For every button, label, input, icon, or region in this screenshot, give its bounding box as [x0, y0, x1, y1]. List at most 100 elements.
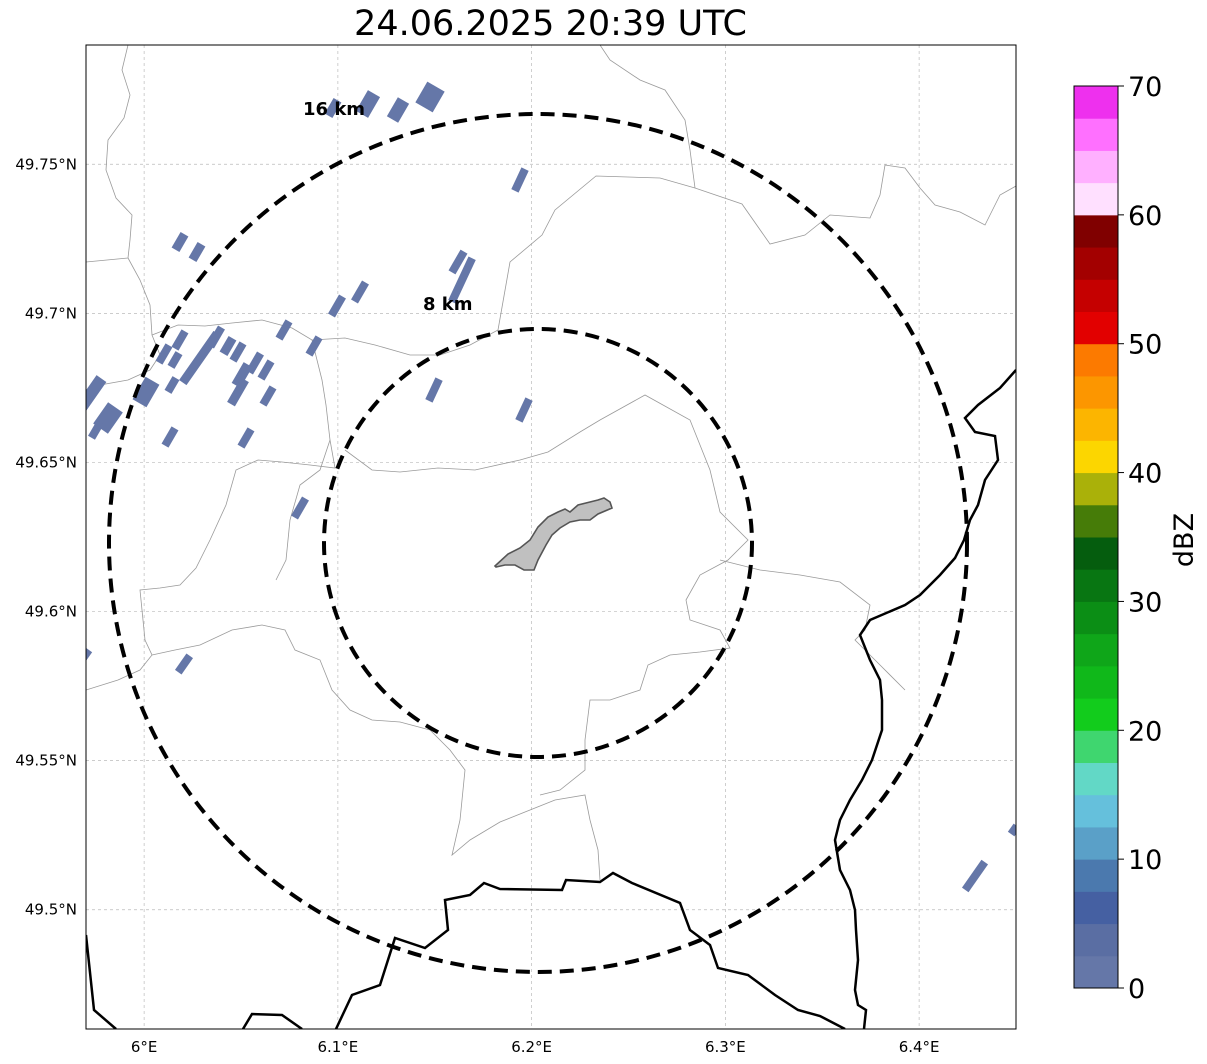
colorbar-segment: [1074, 343, 1118, 377]
colorbar-segment: [1074, 440, 1118, 474]
colorbar-segment: [1074, 891, 1118, 925]
echo-cell: [515, 397, 533, 423]
echo-cell: [1007, 823, 1016, 837]
colorbar-segment: [1074, 633, 1118, 667]
colorbar-segment: [1074, 859, 1118, 892]
lat-tick-label: 49.7°N: [25, 304, 77, 322]
echo-cell: [259, 385, 277, 407]
colorbar-segment: [1074, 762, 1118, 796]
echo-cell: [386, 97, 410, 123]
lat-tick-label: 49.75°N: [15, 155, 77, 173]
colorbar-segment: [1074, 472, 1118, 506]
echo-cell: [86, 375, 107, 415]
lon-tick-label: 6.1°E: [317, 1038, 358, 1056]
ring-label-16km: 16 km: [303, 99, 365, 120]
colorbar-segment: [1074, 698, 1118, 731]
range-ring-16km: [107, 112, 969, 974]
colorbar-label: dBZ: [1169, 513, 1200, 567]
echo-cell: [257, 359, 275, 381]
colorbar-segment: [1074, 826, 1118, 860]
echo-cell: [355, 90, 381, 118]
map-title: 24.06.2025 20:39 UTC: [354, 4, 747, 44]
colorbar-ticks: 0 10 20 30 40 50 60 70: [1118, 72, 1162, 1005]
echo-cell: [188, 241, 206, 263]
range-ring-8km: [322, 327, 754, 759]
colorbar-tick-label: 10: [1128, 845, 1162, 876]
echo-cell: [511, 167, 529, 193]
lon-tick-label: 6.4°E: [899, 1038, 940, 1056]
echo-cell: [167, 351, 183, 369]
colorbar-tick-label: 50: [1128, 330, 1162, 361]
echo-cell: [237, 427, 255, 449]
echo-cell: [291, 496, 309, 520]
colorbar-segment: [1074, 955, 1118, 989]
echo-cell: [415, 81, 445, 113]
echo-cell: [305, 335, 323, 357]
echo-cell: [351, 280, 369, 304]
colorbar-segment: [1074, 375, 1118, 409]
colorbar-tick-label: 20: [1128, 716, 1162, 747]
longitude-axis: 6°E 6.1°E 6.2°E 6.3°E 6.4°E: [131, 1038, 940, 1056]
lat-tick-label: 49.55°N: [15, 752, 77, 770]
city-area: [493, 497, 613, 571]
colorbar-tick-label: 40: [1128, 459, 1162, 490]
municipal-boundaries: [86, 45, 1016, 881]
lat-tick-label: 49.65°N: [15, 453, 77, 471]
colorbar-frame: [1073, 85, 1119, 989]
echo-cell: [164, 376, 180, 394]
lat-tick-label: 49.5°N: [25, 901, 77, 919]
colorbar-segment: [1074, 537, 1118, 570]
ring-label-8km: 8 km: [423, 294, 473, 315]
colorbar-tick-label: 70: [1128, 72, 1162, 103]
echo-cell: [132, 376, 160, 408]
echo-cell: [448, 249, 468, 275]
latitude-axis: 49.75°N 49.7°N 49.65°N 49.6°N 49.55°N 49.5°N: [15, 155, 77, 918]
echo-cell: [227, 377, 249, 407]
echo-cell: [229, 341, 247, 363]
colorbar-segment: [1074, 569, 1118, 602]
lat-tick-label: 49.6°N: [25, 603, 77, 621]
gridlines: [86, 45, 1016, 1029]
colorbar-segment: [1074, 311, 1118, 345]
echo-cell: [207, 325, 225, 349]
colorbar-segment: [1074, 182, 1118, 216]
echo-cell: [86, 647, 93, 661]
colorbar-segment: [1074, 794, 1118, 828]
echo-cell: [448, 256, 476, 304]
colorbar-segment: [1074, 279, 1118, 312]
echo-cell: [88, 420, 104, 440]
colorbar-segment: [1074, 730, 1118, 763]
echo-cell: [328, 294, 346, 318]
colorbar-segment: [1074, 601, 1118, 635]
echo-cell: [275, 319, 293, 341]
lon-tick-label: 6.2°E: [511, 1038, 552, 1056]
echo-cell: [161, 426, 179, 448]
colorbar-segment: [1074, 214, 1118, 248]
echo-cell: [324, 97, 342, 119]
colorbar-segment: [1074, 408, 1118, 441]
colorbar-tick-label: 0: [1128, 974, 1145, 1005]
echo-cell: [219, 335, 237, 357]
colorbar-segment: [1074, 923, 1118, 957]
colorbar-segment: [1074, 504, 1118, 538]
echo-cell: [231, 362, 253, 388]
colorbar-tick-label: 30: [1128, 587, 1162, 618]
radar-echoes: [86, 81, 1016, 893]
echo-cell: [961, 859, 989, 893]
colorbar-segment: [1074, 150, 1118, 184]
lon-tick-label: 6°E: [131, 1038, 158, 1056]
colorbar-segment: [1074, 118, 1118, 151]
lon-tick-label: 6.3°E: [705, 1038, 746, 1056]
colorbar-segment: [1074, 665, 1118, 699]
national-borders: [86, 369, 1016, 1029]
echo-cell: [171, 231, 189, 253]
colorbar: [1073, 85, 1119, 989]
plot-frame: [85, 44, 1017, 1030]
echo-cell: [425, 377, 443, 403]
echo-cell: [171, 329, 189, 351]
colorbar-tick-label: 60: [1128, 201, 1162, 232]
colorbar-segment: [1074, 247, 1118, 280]
echo-cell: [155, 343, 173, 365]
echo-cell: [174, 653, 194, 675]
